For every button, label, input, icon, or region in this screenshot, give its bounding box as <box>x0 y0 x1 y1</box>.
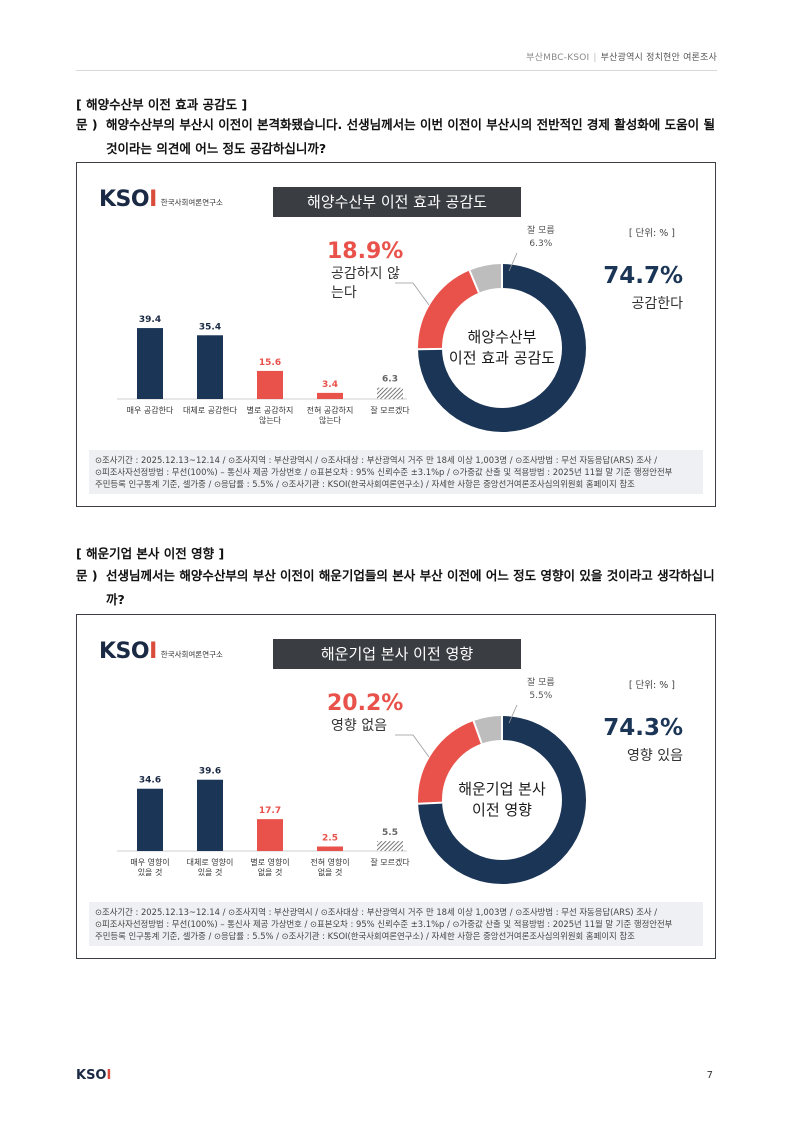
bar-value-label: 6.3 <box>382 375 398 385</box>
negative-label: 영향 없음 <box>331 718 387 734</box>
bar-3 <box>317 846 343 851</box>
bar-4 <box>377 387 403 399</box>
category-label: 매우 영향이 <box>130 857 169 867</box>
footer-logo: KSOI <box>76 1068 112 1083</box>
page-header: 부산MBC-KSOI | 부산광역시 정치현안 여론조사 <box>526 53 717 63</box>
unit-label: [ 단위: % ] <box>628 680 675 691</box>
category-label: 잘 모르겠다 <box>370 405 410 415</box>
donut-center-label: 해양수산부 이전 효과 공감도 <box>448 328 556 367</box>
category-label: 전혀 영향이 <box>310 857 349 867</box>
donut-separator <box>468 270 480 294</box>
category-label: 매우 공감한다 <box>127 405 174 415</box>
section-heading-1: [ 해양수산부 이전 효과 공감도 ] <box>76 97 248 112</box>
page-number: 7 <box>706 1070 713 1081</box>
negative-percent: 20.2% <box>327 691 404 716</box>
survey-footnote: ⊙조사기간 : 2025.12.13~12.14 / ⊙조사지역 : 부산광역시… <box>89 902 703 946</box>
negative-label: 공감하지 않는다 <box>331 266 400 301</box>
question-text: 해양수산부의 부산시 이전이 본격화됐습니다. 선생님께서는 이번 이전이 부산… <box>106 117 715 156</box>
donut-separator <box>472 720 483 744</box>
ksoi-logo: KSOI 한국사회여론연구소 <box>99 641 223 663</box>
category-label: 않는다 <box>259 416 282 425</box>
category-label: 별로 영향이 <box>250 857 289 867</box>
bar-1 <box>197 335 223 399</box>
header-source: 부산MBC-KSOI <box>526 53 590 63</box>
chart-title: 해운기업 본사 이전 영향 <box>273 639 521 669</box>
dont-know-label: 잘 모름 5.5% <box>527 678 555 701</box>
donut-slice-1 <box>418 716 586 884</box>
dont-know-label: 잘 모름 6.3% <box>527 226 555 249</box>
unit-label: [ 단위: % ] <box>628 228 675 239</box>
question-text: 선생님께서는 해양수산부의 부산 이전이 해운기업들의 본사 부산 이전에 어느… <box>106 568 715 607</box>
bar-value-label: 2.5 <box>322 834 338 844</box>
survey-footnote: ⊙조사기간 : 2025.12.13~12.14 / ⊙조사지역 : 부산광역시… <box>89 450 703 494</box>
ksoi-logo: KSOI 한국사회여론연구소 <box>99 189 223 211</box>
positive-label: 영향 있음 <box>627 748 683 764</box>
bar-value-label: 39.6 <box>199 767 221 777</box>
category-label: 없을 것 <box>258 867 283 877</box>
negative-percent: 18.9% <box>327 239 404 264</box>
bar-value-label: 34.6 <box>139 776 161 786</box>
positive-percent: 74.7% <box>603 263 683 289</box>
chart-title: 해양수산부 이전 효과 공감도 <box>273 187 521 217</box>
category-label: 대체로 영향이 <box>187 857 234 867</box>
category-label: 있을 것 <box>138 867 163 877</box>
category-label: 전혀 공감하지 <box>307 405 354 415</box>
donut-separator <box>418 801 443 805</box>
question-label: 문 ) <box>76 117 98 132</box>
logo-mark: KSOI <box>99 187 157 212</box>
question-2: 문 ) 선생님께서는 해양수산부의 부산 이전이 해운기업들의 본사 부산 이전… <box>76 564 716 612</box>
donut-chart <box>418 716 586 884</box>
bar-value-label: 35.4 <box>199 322 221 332</box>
header-divider <box>76 70 717 71</box>
bar-3 <box>317 392 343 399</box>
bar-2 <box>257 819 283 851</box>
chart-panel-2: KSOI 한국사회여론연구소 해운기업 본사 이전 영향 [ 단위: % ] 3… <box>76 614 716 959</box>
section-heading-2: [ 해운기업 본사 이전 영향 ] <box>76 546 225 561</box>
question-label: 문 ) <box>76 568 98 583</box>
bar-value-label: 39.4 <box>139 315 161 325</box>
bar-value-label: 5.5 <box>382 828 398 838</box>
question-1: 문 ) 해양수산부의 부산시 이전이 본격화됐습니다. 선생님께서는 이번 이전… <box>76 113 716 161</box>
logo-org-name: 한국사회여론연구소 <box>160 198 223 207</box>
donut-slice-1 <box>418 264 586 432</box>
category-label: 별로 공감하지 <box>247 405 294 415</box>
logo-org-name: 한국사회여론연구소 <box>160 650 223 659</box>
bar-value-label: 3.4 <box>322 380 338 390</box>
category-label: 대체로 공감한다 <box>183 405 238 415</box>
logo-mark: KSOI <box>99 639 157 664</box>
category-label: 않는다 <box>319 416 342 425</box>
donut-center-label: 해운기업 본사 이전 영향 <box>458 780 546 819</box>
chart-panel-1: KSOI 한국사회여론연구소 해양수산부 이전 효과 공감도 [ 단위: % ]… <box>76 162 716 507</box>
category-label: 잘 모르겠다 <box>370 857 410 867</box>
bar-1 <box>197 779 223 851</box>
header-title: 부산광역시 정치현안 여론조사 <box>600 53 717 63</box>
bar-4 <box>377 841 403 851</box>
positive-percent: 74.3% <box>603 715 683 741</box>
category-label: 있을 것 <box>198 867 223 877</box>
category-label: 없을 것 <box>318 867 343 877</box>
bar-2 <box>257 370 283 399</box>
donut-chart <box>417 264 586 432</box>
bar-0 <box>137 788 163 851</box>
bar-value-label: 15.6 <box>259 358 281 368</box>
positive-label: 공감한다 <box>631 296 683 312</box>
bar-value-label: 17.7 <box>259 806 281 816</box>
bar-0 <box>137 328 163 399</box>
